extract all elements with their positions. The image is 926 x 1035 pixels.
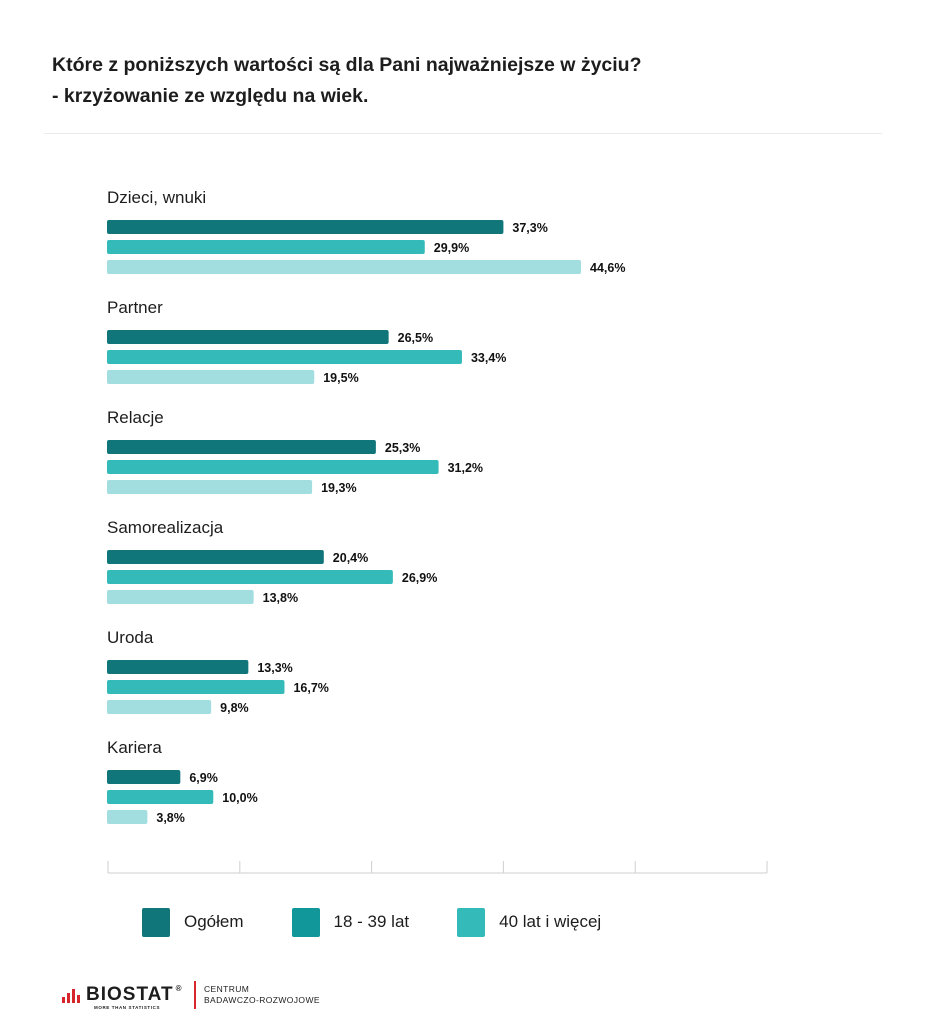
value-label-kariera-40-lat-i-wiecej: 3,8% — [156, 811, 185, 825]
category-label-partner: Partner — [107, 298, 163, 317]
logo-registered: ® — [175, 984, 183, 993]
bar-relacje-40-lat-i-wiecej — [107, 480, 313, 494]
bar-uroda-40-lat-i-wiecej — [107, 700, 212, 714]
value-label-kariera-ogolem: 6,9% — [189, 771, 218, 785]
value-label-uroda-40-lat-i-wiecej: 9,8% — [220, 701, 249, 715]
bar-kariera-18-39-lat — [107, 790, 214, 804]
value-label-partner-40-lat-i-wiecej: 19,5% — [323, 371, 358, 385]
bar-partner-18-39-lat — [107, 350, 462, 364]
bar-samorealizacja-18-39-lat — [107, 570, 393, 584]
value-label-kariera-18-39-lat: 10,0% — [222, 791, 257, 805]
bar-kariera-40-lat-i-wiecej — [107, 810, 148, 824]
legend-swatch-18-39 — [291, 907, 320, 937]
bar-relacje-18-39-lat — [107, 460, 439, 474]
bar-samorealizacja-ogolem — [107, 550, 324, 564]
title-line-1: Które z poniższych wartości są dla Pani … — [52, 54, 642, 76]
value-label-partner-ogolem: 26,5% — [398, 331, 433, 345]
logo-side-line-1: CENTRUM — [203, 984, 250, 994]
legend-swatch-40-plus — [457, 907, 486, 937]
logo-wordmark: BIOSTAT ® MORE THAN STATISTICS — [86, 984, 183, 1010]
title-divider — [44, 133, 882, 134]
value-label-uroda-18-39-lat: 16,7% — [293, 681, 328, 695]
logo-side-line-2: BADAWCZO-ROZWOJOWE — [203, 995, 320, 1005]
bar-dzieci-wnuki-18-39-lat — [107, 240, 425, 254]
title-line-2: - krzyżowanie ze względu na wiek. — [52, 85, 369, 107]
category-label-dzieci-wnuki: Dzieci, wnuki — [107, 188, 206, 207]
value-label-samorealizacja-18-39-lat: 26,9% — [402, 571, 437, 585]
category-label-samorealizacja: Samorealizacja — [107, 518, 224, 537]
value-label-partner-18-39-lat: 33,4% — [471, 351, 506, 365]
bar-dzieci-wnuki-ogolem — [107, 220, 504, 234]
category-label-relacje: Relacje — [107, 408, 164, 427]
legend-label-ogolem: Ogółem — [184, 912, 244, 931]
value-label-uroda-ogolem: 13,3% — [257, 661, 292, 675]
bar-uroda-ogolem — [107, 660, 249, 674]
legend-item-40-plus: 40 lat i więcej — [457, 907, 602, 937]
logo-tagline: MORE THAN STATISTICS — [94, 1005, 161, 1010]
bar-chart: Dzieci, wnuki 37,3% 29,9% 44,6% Partner 26,5%… — [107, 188, 768, 874]
legend-swatch-ogolem — [142, 907, 170, 937]
logo-divider — [194, 981, 196, 1009]
legend-item-ogolem: Ogółem — [142, 907, 244, 937]
value-label-relacje-18-39-lat: 31,2% — [448, 461, 483, 475]
bar-relacje-ogolem — [107, 440, 376, 454]
legend-label-18-39: 18 - 39 lat — [333, 912, 410, 931]
bar-partner-40-lat-i-wiecej — [107, 370, 315, 384]
bar-kariera-ogolem — [107, 770, 181, 784]
bar-partner-ogolem — [107, 330, 389, 344]
value-label-relacje-40-lat-i-wiecej: 19,3% — [321, 481, 356, 495]
value-label-relacje-ogolem: 25,3% — [385, 441, 420, 455]
chart-title: Które z poniższych wartości są dla Pani … — [52, 50, 642, 112]
category-label-uroda: Uroda — [107, 628, 154, 647]
value-label-dzieci-wnuki-18-39-lat: 29,9% — [434, 241, 469, 255]
category-label-kariera: Kariera — [107, 738, 162, 757]
logo-name: BIOSTAT — [86, 984, 174, 1005]
logo-side-text: CENTRUM BADAWCZO-ROZWOJOWE — [204, 984, 320, 1006]
value-label-dzieci-wnuki-ogolem: 37,3% — [512, 221, 547, 235]
value-label-dzieci-wnuki-40-lat-i-wiecej: 44,6% — [590, 261, 625, 275]
legend: Ogółem 18 - 39 lat 40 lat i więcej — [142, 906, 649, 938]
bar-samorealizacja-40-lat-i-wiecej — [107, 590, 254, 604]
legend-label-40-plus: 40 lat i więcej — [499, 912, 602, 931]
value-label-samorealizacja-40-lat-i-wiecej: 13,8% — [263, 591, 298, 605]
bar-dzieci-wnuki-40-lat-i-wiecej — [107, 260, 581, 274]
logo-bars-icon — [62, 987, 82, 1003]
value-label-samorealizacja-ogolem: 20,4% — [333, 551, 368, 565]
legend-item-18-39: 18 - 39 lat — [291, 907, 410, 937]
bar-uroda-18-39-lat — [107, 680, 285, 694]
biostat-logo: BIOSTAT ® MORE THAN STATISTICS CENTRUM BA… — [62, 980, 320, 1010]
